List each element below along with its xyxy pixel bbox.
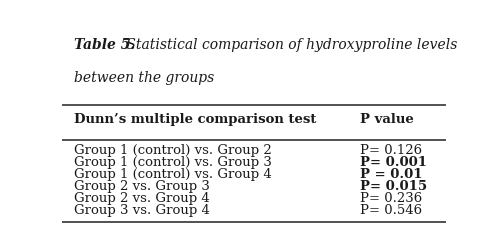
Text: Group 2 vs. Group 3: Group 2 vs. Group 3 [73, 180, 209, 193]
Text: Group 1 (control) vs. Group 4: Group 1 (control) vs. Group 4 [73, 168, 271, 181]
Text: P= 0.546: P= 0.546 [360, 204, 422, 217]
Text: Table 5.: Table 5. [73, 38, 135, 52]
Text: P = 0.01: P = 0.01 [360, 168, 423, 181]
Text: between the groups: between the groups [73, 71, 214, 85]
Text: Group 1 (control) vs. Group 3: Group 1 (control) vs. Group 3 [73, 156, 271, 169]
Text: P= 0.001: P= 0.001 [360, 156, 427, 169]
Text: P= 0.126: P= 0.126 [360, 144, 422, 157]
Text: P= 0.015: P= 0.015 [360, 180, 427, 193]
Text: Group 2 vs. Group 4: Group 2 vs. Group 4 [73, 192, 209, 205]
Text: P= 0.236: P= 0.236 [360, 192, 422, 205]
Text: Statistical comparison of hydroxyproline levels: Statistical comparison of hydroxyproline… [122, 38, 457, 52]
Text: P value: P value [360, 113, 414, 126]
Text: Group 3 vs. Group 4: Group 3 vs. Group 4 [73, 204, 209, 217]
Text: Group 1 (control) vs. Group 2: Group 1 (control) vs. Group 2 [73, 144, 271, 157]
Text: Dunn’s multiple comparison test: Dunn’s multiple comparison test [73, 113, 316, 126]
